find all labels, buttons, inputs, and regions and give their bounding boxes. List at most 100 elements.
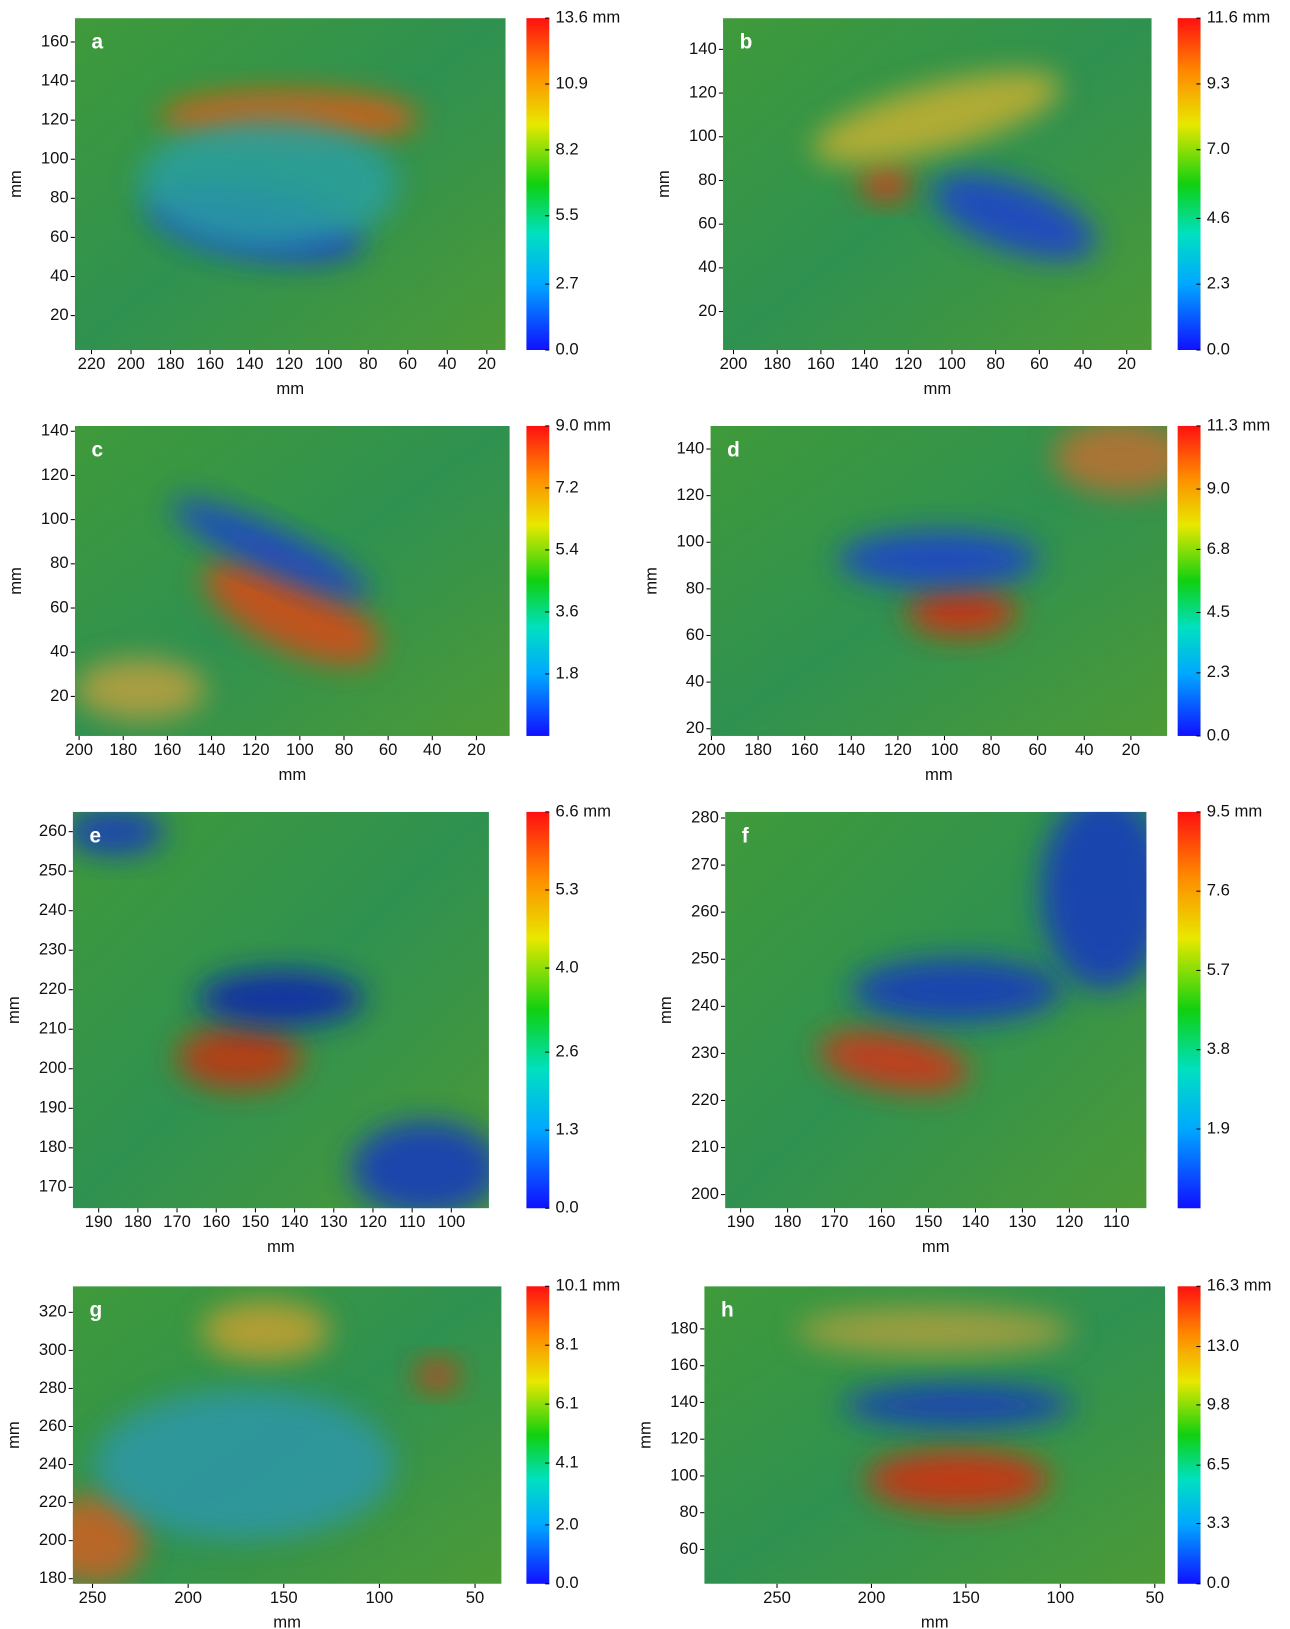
y-tick-label: 80: [698, 170, 717, 189]
x-tick-label: 100: [366, 1588, 394, 1607]
y-axis-label: mm: [6, 567, 25, 595]
colorbar-tick-label: 9.3: [1207, 73, 1230, 92]
x-axis-label: mm: [922, 1237, 950, 1256]
x-tick-label: 140: [851, 354, 879, 373]
y-tick-label: 40: [50, 642, 69, 661]
heatmap-image: [725, 811, 1147, 1209]
heatmap-blob: [860, 167, 912, 201]
x-tick-label: 20: [478, 354, 497, 373]
panel-label: f: [742, 824, 749, 847]
heatmap-blob: [1041, 811, 1147, 991]
colorbar: [1177, 18, 1201, 350]
y-tick-label: 100: [689, 126, 717, 145]
panel-label: a: [92, 31, 104, 54]
y-tick-label: 280: [39, 1378, 67, 1397]
x-axis-label: mm: [923, 379, 951, 398]
y-tick-label: 180: [39, 1568, 67, 1587]
y-tick-label: 120: [689, 82, 717, 101]
y-tick-label: 60: [686, 625, 705, 644]
x-tick-label: 100: [931, 740, 959, 759]
panel: d 200 180 160 140 120 100 80 60 40 20 20 40 60 80 100 12…: [642, 415, 1271, 784]
y-tick-label: 100: [670, 1465, 698, 1484]
heatmap-blob: [906, 587, 1017, 637]
y-tick-label: 140: [689, 39, 717, 58]
colorbar-tick-label: 5.7: [1207, 960, 1230, 979]
y-tick-label: 60: [698, 214, 717, 233]
y-axis-label: mm: [4, 996, 23, 1024]
y-tick-label: 320: [39, 1302, 67, 1321]
x-tick-label: 50: [1146, 1588, 1165, 1607]
y-tick-label: 140: [41, 421, 69, 440]
colorbar-tick-label: 0.0: [1207, 725, 1230, 744]
colorbar-tick-label: 13.0: [1207, 1336, 1239, 1355]
panel: f 190 180 170 160 150 140 130 120 110 200 210 220 230…: [656, 801, 1262, 1256]
heatmap-blob: [74, 658, 206, 721]
x-tick-label: 170: [163, 1212, 191, 1231]
y-tick-label: 250: [691, 949, 719, 968]
heatmap-image: [72, 1286, 502, 1584]
x-tick-label: 220: [78, 354, 106, 373]
heatmap-blob: [818, 1031, 969, 1092]
panel: g 250 200 150 100 50 180 200 220 240 260 280 300 320 m…: [4, 1276, 620, 1629]
x-tick-label: 160: [791, 740, 819, 759]
x-tick-label: 200: [174, 1588, 202, 1607]
heatmap-blob: [176, 1025, 302, 1090]
colorbar: [1177, 811, 1201, 1209]
colorbar-tick-label: 4.1: [556, 1452, 579, 1471]
x-tick-label: 180: [109, 740, 137, 759]
y-tick-label: 80: [680, 1502, 699, 1521]
x-tick-label: 160: [202, 1212, 230, 1231]
heatmap-blob: [351, 1121, 489, 1209]
panel: e 190 180 170 160 150 140 130 120 110 100 170 180 190…: [4, 801, 611, 1256]
y-tick-label: 260: [39, 821, 67, 840]
y-tick-label: 220: [39, 979, 67, 998]
x-tick-label: 190: [727, 1212, 755, 1231]
x-tick-label: 160: [196, 354, 224, 373]
colorbar-tick-label: 7.0: [1207, 139, 1230, 158]
y-tick-label: 60: [50, 227, 69, 246]
x-tick-label: 200: [858, 1588, 886, 1607]
panel: b 200 180 160 140 120 100 80 60 40 20 20 40 60 80 100 12…: [654, 8, 1270, 398]
x-tick-label: 80: [335, 740, 354, 759]
panel-label: e: [89, 824, 101, 847]
heatmap-blob: [204, 559, 381, 665]
x-tick-label: 120: [1056, 1212, 1084, 1231]
x-tick-label: 130: [1009, 1212, 1037, 1231]
y-tick-label: 200: [39, 1530, 67, 1549]
y-tick-label: 160: [41, 31, 69, 50]
colorbar-tick-label: 10.9: [556, 73, 588, 92]
y-tick-label: 120: [670, 1429, 698, 1448]
heatmap-blob: [933, 174, 1096, 261]
x-tick-label: 40: [1075, 740, 1094, 759]
heatmap-blob: [94, 1390, 395, 1540]
x-tick-label: 80: [986, 354, 1005, 373]
x-tick-label: 80: [982, 740, 1001, 759]
y-axis-label: mm: [656, 996, 675, 1024]
y-tick-label: 100: [677, 532, 705, 551]
y-tick-label: 140: [670, 1392, 698, 1411]
x-tick-label: 120: [275, 354, 303, 373]
colorbar: [1177, 1286, 1201, 1584]
y-axis-label: mm: [4, 1421, 23, 1449]
x-tick-label: 160: [154, 740, 182, 759]
panel: a 220 200 180 160 140 120 100 80 60 40 20 20 40 60 80 10…: [6, 8, 620, 398]
x-axis-label: mm: [925, 765, 953, 784]
colorbar-tick-label: 11.6 mm: [1207, 8, 1270, 27]
y-tick-label: 210: [39, 1019, 67, 1038]
panel-label: d: [727, 438, 740, 461]
y-tick-label: 20: [698, 301, 717, 320]
x-tick-label: 150: [915, 1212, 943, 1231]
y-axis-label: mm: [642, 567, 661, 595]
colorbar-tick-label: 3.8: [1207, 1039, 1230, 1058]
y-tick-label: 260: [691, 902, 719, 921]
x-tick-label: 140: [837, 740, 865, 759]
x-tick-label: 120: [894, 354, 922, 373]
y-tick-label: 120: [677, 485, 705, 504]
colorbar-tick-label: 2.7: [556, 274, 579, 293]
y-tick-label: 250: [39, 861, 67, 880]
y-tick-label: 190: [39, 1098, 67, 1117]
colorbar-tick-label: 0.0: [556, 1198, 579, 1217]
x-tick-label: 20: [1117, 354, 1136, 373]
colorbar-tick-label: 2.3: [1207, 662, 1230, 681]
y-tick-label: 180: [670, 1318, 698, 1337]
